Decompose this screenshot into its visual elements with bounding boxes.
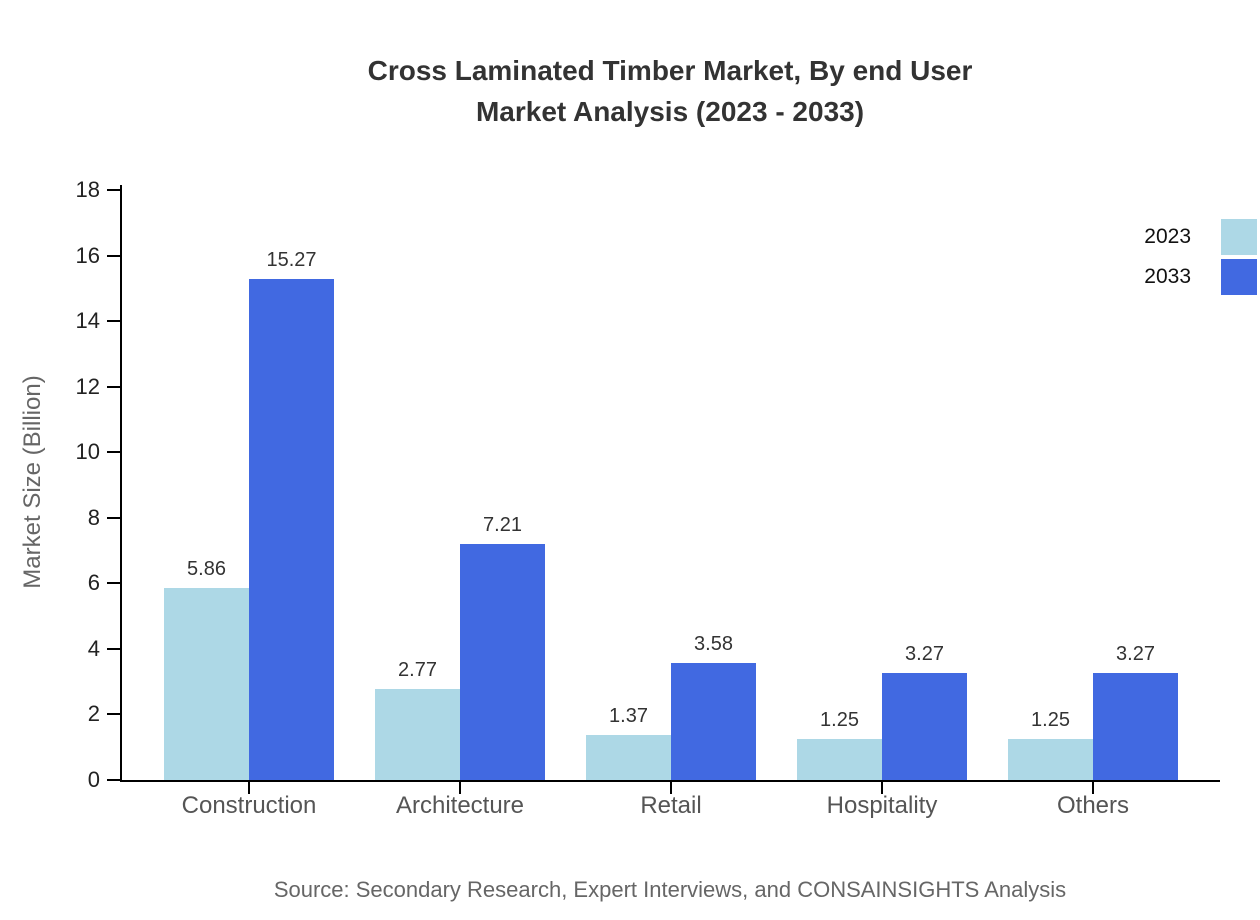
y-tick-label: 18 — [75, 177, 100, 202]
bar-2033-construction — [249, 279, 334, 780]
legend-label-2023: 2023 — [1144, 225, 1191, 248]
bar-2023-retail — [586, 735, 671, 780]
value-label-2033-construction: 15.27 — [266, 249, 317, 272]
chart-title-line-2: Market Analysis (2023 - 2033) — [475, 96, 865, 127]
bar-2033-retail — [671, 662, 756, 780]
chart-title: Cross Laminated Timber Market, By end Us… — [120, 50, 1220, 132]
x-tick-mark — [1092, 782, 1094, 794]
category-label-architecture: Architecture — [395, 792, 525, 819]
x-tick-mark — [881, 782, 883, 794]
y-tick-label: 8 — [87, 504, 100, 530]
y-tick-mark — [107, 385, 120, 388]
category-label-others: Others — [1056, 792, 1130, 819]
bar-2023-hospitality — [797, 739, 882, 780]
y-tick-label: 16 — [75, 242, 100, 268]
y-tick-label: 2 — [87, 701, 100, 727]
x-tick-mark — [248, 782, 250, 794]
chart-title-line-1: Cross Laminated Timber Market, By end Us… — [367, 55, 973, 86]
bar-2023-others — [1008, 739, 1093, 780]
y-tick-mark — [107, 516, 120, 519]
y-tick-label: 4 — [87, 635, 100, 661]
y-tick-label: 6 — [87, 570, 100, 596]
value-label-2033-hospitality: 3.27 — [905, 642, 944, 665]
y-tick-mark — [107, 647, 120, 650]
category-label-hospitality: Hospitality — [826, 792, 938, 819]
y-tick-label: 10 — [75, 439, 100, 465]
y-tick-label: 0 — [87, 767, 100, 792]
bar-2033-hospitality — [882, 672, 967, 780]
y-tick-label: 14 — [75, 308, 100, 334]
y-tick-mark — [107, 451, 120, 454]
value-label-2033-architecture: 7.21 — [483, 513, 522, 536]
y-axis-title: Market Size (Billion) — [19, 375, 46, 589]
category-label-construction: Construction — [181, 792, 317, 819]
legend-label-2033: 2033 — [1144, 265, 1191, 288]
y-tick-mark — [107, 189, 120, 191]
legend: 2023 2033 — [1144, 219, 1257, 299]
value-label-2023-others: 1.25 — [1031, 709, 1070, 732]
legend-swatch-2033 — [1221, 259, 1257, 295]
value-label-2033-retail: 3.58 — [694, 632, 733, 655]
value-label-2023-architecture: 2.77 — [398, 659, 437, 682]
value-label-2033-others: 3.27 — [1116, 642, 1155, 665]
y-tick-mark — [107, 254, 120, 257]
plot-area: 0 2 4 6 8 10 12 14 16 18 Construction 5.86 15.27 Arch… — [76, 177, 1220, 819]
legend-swatch-2023 — [1221, 219, 1257, 255]
category-label-retail: Retail — [640, 792, 702, 819]
legend-item-2023: 2023 — [1144, 219, 1257, 255]
y-tick-mark — [107, 320, 120, 323]
bar-2023-construction — [164, 587, 249, 780]
y-tick-label: 12 — [75, 373, 100, 399]
bar-2033-architecture — [460, 543, 545, 780]
y-tick-mark — [107, 713, 120, 716]
value-label-2023-hospitality: 1.25 — [820, 709, 859, 732]
legend-item-2033: 2033 — [1144, 259, 1257, 295]
y-tick-mark — [107, 582, 120, 585]
bar-2033-others — [1093, 672, 1178, 780]
y-tick-mark — [107, 779, 120, 781]
value-label-2023-construction: 5.86 — [187, 557, 226, 580]
x-tick-mark — [459, 782, 461, 794]
source-note: Source: Secondary Research, Expert Inter… — [273, 877, 1067, 902]
value-label-2023-retail: 1.37 — [609, 705, 648, 728]
bar-2023-architecture — [375, 689, 460, 780]
x-tick-mark — [670, 782, 672, 794]
